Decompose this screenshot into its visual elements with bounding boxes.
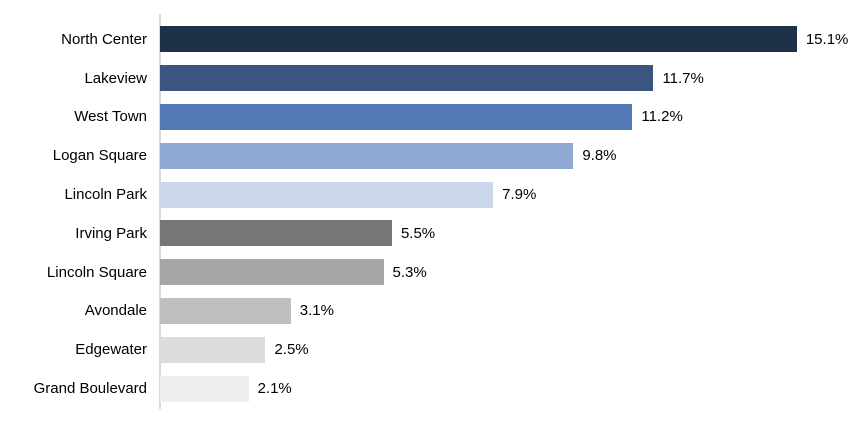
chart-row: West Town 11.2%	[0, 98, 858, 137]
chart-rows: North Center 15.1% Lakeview 11.7% West Town 1…	[0, 20, 858, 408]
y-axis-line	[159, 14, 161, 409]
bar-track: 5.3%	[160, 253, 858, 292]
category-label: Avondale	[84, 302, 147, 320]
bar	[160, 142, 574, 169]
category-label: Lincoln Square	[46, 263, 147, 281]
bar-track: 7.9%	[160, 175, 858, 214]
value-label: 15.1%	[805, 30, 849, 48]
bar	[160, 220, 392, 247]
chart-row: Lakeview 11.7%	[0, 59, 858, 98]
chart-row: Irving Park 5.5%	[0, 214, 858, 253]
bar	[160, 297, 291, 324]
chart-row: Edgewater 2.5%	[0, 330, 858, 369]
bar-track: 15.1%	[160, 20, 858, 59]
chart-row: North Center 15.1%	[0, 20, 858, 59]
bar	[160, 336, 266, 363]
value-label: 11.7%	[662, 69, 704, 87]
value-label: 5.5%	[400, 224, 436, 242]
category-label: Edgewater	[75, 341, 147, 359]
bar-track: 2.5%	[160, 330, 858, 369]
bar	[160, 259, 384, 286]
value-label: 2.1%	[257, 380, 292, 398]
category-label: Irving Park	[75, 224, 147, 242]
value-label: 7.9%	[502, 186, 537, 204]
bar	[160, 181, 494, 208]
bar-track: 9.8%	[160, 136, 858, 175]
bar-track: 11.2%	[160, 98, 858, 137]
value-label: 3.1%	[299, 302, 334, 320]
chart-row: Logan Square 9.8%	[0, 136, 858, 175]
category-label: Lakeview	[84, 69, 147, 87]
chart-row: Lincoln Square 5.3%	[0, 253, 858, 292]
bar	[160, 26, 797, 53]
value-label: 2.5%	[274, 341, 309, 359]
bar	[160, 65, 654, 92]
value-label: 5.3%	[392, 263, 427, 281]
bar-track: 2.1%	[160, 369, 858, 408]
value-label: 9.8%	[582, 147, 617, 165]
chart-row: Avondale 3.1%	[0, 292, 858, 331]
category-label: Logan Square	[52, 147, 147, 165]
bar	[160, 103, 633, 130]
chart-row: Lincoln Park 7.9%	[0, 175, 858, 214]
category-label: North Center	[61, 30, 147, 48]
bar-track: 3.1%	[160, 292, 858, 331]
chart-row: Grand Boulevard 2.1%	[0, 369, 858, 408]
category-label: Lincoln Park	[64, 186, 147, 204]
bar-track: 11.7%	[160, 59, 858, 98]
category-label: West Town	[74, 108, 147, 126]
bar-track: 5.5%	[160, 214, 858, 253]
value-label: 11.2%	[641, 108, 683, 126]
bar	[160, 375, 249, 402]
category-label: Grand Boulevard	[33, 380, 147, 398]
